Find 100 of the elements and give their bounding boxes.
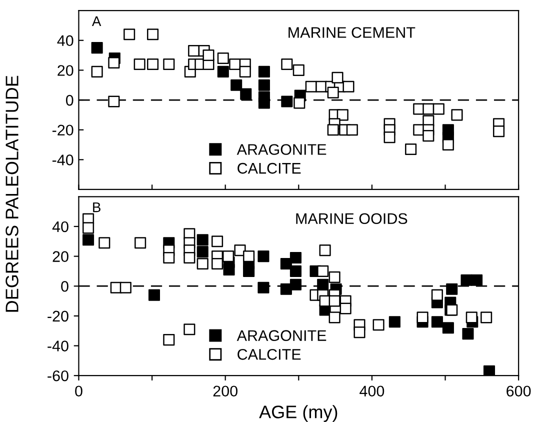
y-tick-label: 0 bbox=[61, 280, 68, 292]
point bbox=[342, 80, 354, 92]
y-tick-label: 0 bbox=[66, 94, 74, 106]
x-tick-label: 0 bbox=[75, 386, 82, 397]
point bbox=[281, 96, 293, 108]
point bbox=[163, 252, 175, 264]
point bbox=[405, 143, 417, 155]
point bbox=[230, 79, 242, 91]
point bbox=[372, 319, 384, 331]
point bbox=[327, 124, 339, 136]
annotation: B bbox=[93, 202, 100, 212]
point bbox=[451, 109, 463, 121]
point bbox=[196, 258, 208, 270]
y-axis-title: DEGREES PALEOLATITUDE bbox=[6, 76, 18, 312]
y-tick-label: -60 bbox=[48, 370, 68, 382]
point bbox=[332, 72, 344, 84]
point bbox=[147, 28, 159, 40]
point bbox=[431, 289, 443, 301]
text: MARINE CEMENT bbox=[288, 27, 416, 38]
point bbox=[258, 79, 270, 91]
y-tick-label: 20 bbox=[58, 65, 74, 76]
point bbox=[163, 58, 175, 70]
point bbox=[212, 258, 224, 270]
point bbox=[212, 236, 224, 248]
point bbox=[124, 28, 136, 40]
legend-label: CALCITE bbox=[238, 348, 301, 360]
point bbox=[328, 271, 340, 283]
point bbox=[317, 278, 329, 290]
y-tick-label: -40 bbox=[48, 340, 68, 352]
y-tick-label: -40 bbox=[52, 154, 74, 166]
point bbox=[317, 265, 329, 277]
point bbox=[82, 234, 94, 246]
point bbox=[163, 334, 175, 346]
point bbox=[148, 289, 160, 301]
point bbox=[134, 237, 146, 249]
point bbox=[82, 222, 94, 234]
legend-label: ARAGONITE bbox=[236, 330, 326, 341]
point bbox=[258, 282, 270, 294]
point bbox=[466, 312, 478, 324]
point bbox=[460, 274, 472, 286]
point bbox=[196, 246, 208, 258]
point bbox=[280, 283, 292, 295]
point bbox=[384, 132, 396, 144]
point bbox=[294, 97, 306, 109]
point bbox=[462, 328, 474, 340]
point bbox=[98, 237, 110, 249]
point bbox=[422, 130, 434, 142]
text: MARINE OOIDS bbox=[296, 213, 408, 224]
point bbox=[239, 66, 251, 78]
point bbox=[327, 86, 339, 98]
point bbox=[480, 312, 492, 324]
point bbox=[91, 42, 103, 54]
point bbox=[240, 88, 252, 100]
point bbox=[258, 97, 270, 109]
point bbox=[184, 252, 196, 264]
x-axis-title: AGE (my) bbox=[259, 405, 338, 422]
y-tick-label: 20 bbox=[52, 251, 68, 262]
point bbox=[91, 66, 103, 78]
point bbox=[471, 274, 483, 286]
point bbox=[108, 56, 120, 69]
point bbox=[328, 312, 340, 324]
point bbox=[290, 278, 302, 290]
point bbox=[222, 250, 234, 262]
point bbox=[431, 316, 443, 328]
x-tick-label: 200 bbox=[213, 386, 238, 397]
y-tick-label: 40 bbox=[57, 35, 74, 46]
point bbox=[134, 58, 146, 70]
point bbox=[340, 302, 352, 314]
point bbox=[258, 66, 270, 78]
point bbox=[243, 265, 255, 277]
point bbox=[446, 283, 458, 295]
x-tick-label: 400 bbox=[360, 386, 384, 397]
legend-label: CALCITE bbox=[238, 162, 301, 174]
point bbox=[319, 244, 331, 256]
point bbox=[442, 322, 454, 334]
y-tick-label: -20 bbox=[52, 124, 74, 136]
point bbox=[328, 295, 340, 307]
point bbox=[243, 250, 255, 262]
point bbox=[354, 326, 366, 338]
point bbox=[346, 124, 358, 136]
point bbox=[388, 316, 400, 328]
point bbox=[108, 96, 120, 108]
point bbox=[492, 126, 505, 138]
point bbox=[416, 312, 428, 324]
y-tick-label: 40 bbox=[52, 221, 68, 232]
point bbox=[223, 264, 235, 276]
point bbox=[292, 64, 304, 76]
point bbox=[217, 52, 229, 64]
point bbox=[147, 58, 159, 70]
point bbox=[258, 250, 270, 262]
legend-label: ARAGONITE bbox=[236, 144, 326, 155]
point bbox=[217, 66, 229, 78]
point bbox=[184, 324, 196, 336]
point bbox=[442, 138, 454, 151]
annotation: A bbox=[92, 16, 102, 26]
point bbox=[290, 252, 302, 264]
point bbox=[281, 58, 293, 70]
point bbox=[290, 265, 302, 277]
x-tick-label: 600 bbox=[506, 386, 531, 397]
point bbox=[483, 365, 496, 376]
